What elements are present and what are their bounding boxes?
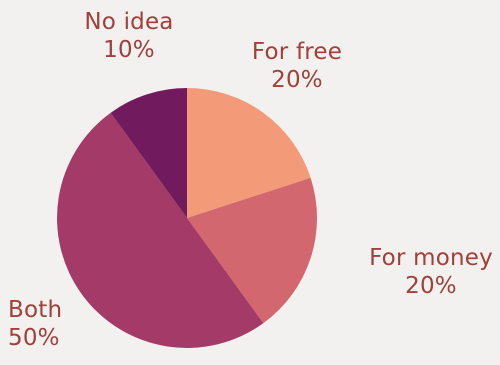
- slice-label-for-free-value: 20%: [271, 67, 323, 93]
- pie-slice-for-money: [187, 177, 317, 324]
- slice-label-no-idea: No idea 10%: [82, 8, 176, 64]
- slice-label-both-value: 50%: [8, 325, 60, 351]
- pie-slice-both: [57, 112, 264, 348]
- pie-slice-no-idea: [110, 88, 187, 218]
- slice-label-for-money-name: For money: [369, 245, 493, 271]
- pie-slices: [57, 88, 317, 348]
- slice-label-for-money: For money 20%: [362, 244, 500, 300]
- slice-label-for-free: For free 20%: [244, 38, 350, 94]
- pie-slice-for-free: [187, 88, 311, 218]
- slice-label-both: Both 50%: [8, 296, 78, 352]
- slice-label-both-name: Both: [8, 297, 63, 323]
- slice-label-for-money-value: 20%: [405, 273, 457, 299]
- slice-label-for-free-name: For free: [251, 39, 343, 65]
- slice-label-no-idea-name: No idea: [84, 9, 174, 35]
- slice-label-no-idea-value: 10%: [103, 37, 155, 63]
